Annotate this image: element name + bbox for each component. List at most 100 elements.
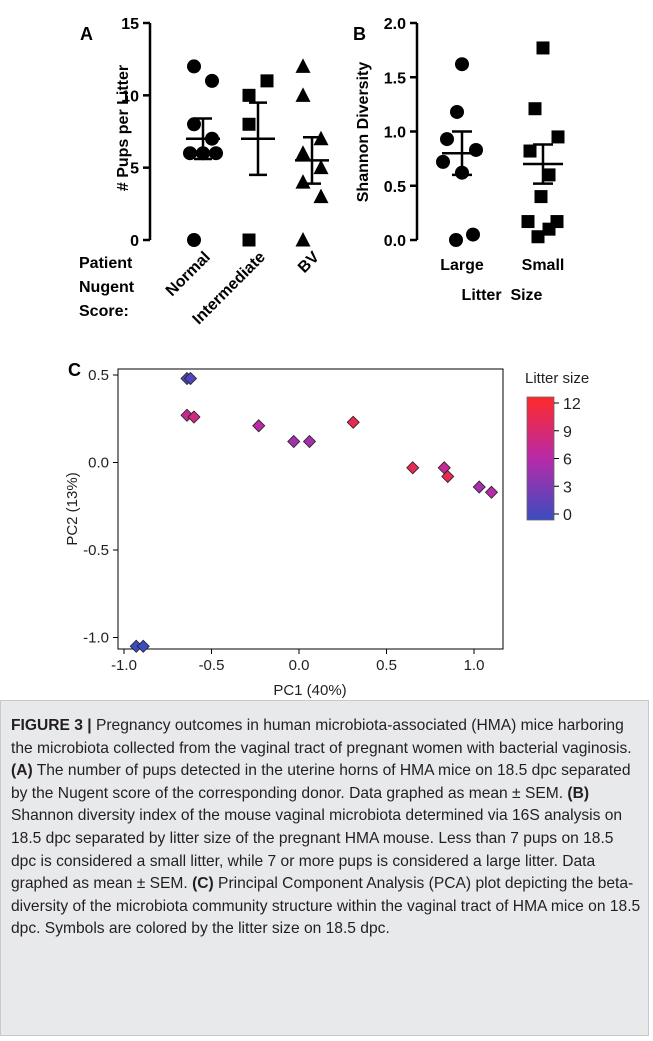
pca-point — [252, 419, 266, 433]
caption-panel-ref: (B) — [567, 784, 590, 802]
figure-caption-box: FIGURE 3 | Pregnancy outcomes in human m… — [0, 700, 649, 1036]
panel-c-ytick-label: 0.5 — [88, 367, 109, 384]
panel-a-point — [260, 74, 274, 88]
panel-a-point — [187, 59, 201, 74]
panel-a-ytick-label: 10 — [121, 88, 139, 105]
figure-caption-label: FIGURE 3 | — [11, 717, 92, 734]
panel-c-xlabel: PC1 (40%) — [273, 682, 346, 699]
panel-c-ytick-label: 0.0 — [88, 455, 109, 472]
panel-b-point — [523, 144, 537, 158]
panel-b-point — [455, 57, 469, 72]
caption-text: Pregnancy outcomes in human microbiota-a… — [11, 717, 632, 757]
panel-c-ylabel: PC2 (13%) — [64, 472, 81, 545]
colorbar-title: Litter size — [525, 370, 589, 387]
panel-b-ytick-label: 1.5 — [384, 70, 406, 87]
caption-panel-ref: (C) — [192, 875, 214, 893]
panel-c-xtick-label: 1.0 — [464, 657, 485, 674]
panel-a-point — [313, 159, 329, 175]
panel-b-ytick-label: 2.0 — [384, 16, 406, 33]
panel-a-point — [295, 58, 311, 73]
panel-a-category-label: Normal — [163, 249, 214, 300]
caption-text: Shannon diversity index of the mouse vag… — [11, 807, 623, 893]
panel-a-ytick-label: 5 — [130, 161, 139, 178]
pca-point — [287, 434, 301, 449]
colorbar-tick-label: 0 — [563, 507, 572, 524]
panel-a-ylabel: # Pups per Litter — [115, 65, 132, 191]
panel-a-point — [295, 174, 311, 189]
panel-a-point — [187, 233, 201, 247]
pca-point — [484, 485, 499, 499]
panel-b-point — [436, 154, 450, 169]
colorbar-tick-label: 12 — [563, 396, 581, 413]
panel-a-point — [242, 117, 256, 131]
pca-point — [183, 371, 198, 386]
panel-c-letter: C — [68, 360, 81, 380]
figure-caption: FIGURE 3 | Pregnancy outcomes in human m… — [11, 715, 641, 941]
panel-a-point — [187, 117, 201, 132]
panel-b-ytick-label: 1.0 — [384, 125, 406, 142]
panel-b-point — [536, 41, 550, 55]
pca-point — [472, 480, 486, 494]
panel-b-point — [521, 215, 535, 229]
colorbar-legend: Litter size 12 9 6 3 0 — [525, 370, 589, 524]
panel-a-point — [242, 88, 256, 102]
pca-point — [441, 469, 455, 484]
panel-a-point — [313, 188, 329, 204]
pca-point — [136, 639, 150, 653]
panel-c-plot-frame — [117, 368, 504, 650]
panel-b-point — [542, 222, 556, 236]
panel-c-xtick-label: 0.0 — [289, 657, 310, 674]
panel-b-point — [440, 132, 454, 147]
panel-a-point — [295, 87, 311, 102]
panel-a-letter: A — [80, 24, 93, 44]
panel-b-category-label: Large — [440, 257, 484, 274]
panel-b-category-label: Small — [522, 257, 565, 274]
caption-text: Principal Component Analysis (PCA) plot … — [11, 875, 641, 938]
panel-b-ytick-label: 0.0 — [384, 233, 406, 250]
caption-panel-ref: (A) — [11, 762, 33, 780]
panel-a-point — [209, 146, 223, 161]
panel-a-point — [295, 145, 311, 160]
panel-b-point — [534, 190, 548, 204]
panel-a-ytick-label: 0 — [130, 233, 139, 250]
pca-point — [302, 434, 317, 449]
panel-b-point — [551, 130, 565, 144]
colorbar-tick-label: 6 — [563, 452, 572, 469]
panel-b-point — [469, 142, 483, 157]
panel-c: C -1.0 -0.5 0.0 0.5 1.0 -1.0 -0.5 0.0 0.5 PC1 (4… — [64, 360, 589, 699]
panel-c-xtick-label: 0.5 — [376, 657, 397, 674]
panel-a-point — [183, 146, 197, 161]
panel-c-xtick-label: -0.5 — [199, 657, 225, 674]
panel-c-ytick-label: -0.5 — [83, 542, 109, 559]
panel-c-xtick-label: -1.0 — [111, 657, 137, 674]
colorbar — [526, 396, 555, 521]
panel-a-category-label: BV — [295, 249, 323, 277]
panel-b-xlabel: Litter Size — [462, 287, 543, 304]
panel-a-xlabel-line-1: Patient — [79, 255, 133, 272]
panel-b-point — [450, 104, 464, 119]
panel-b-point — [466, 227, 480, 242]
panel-b-point — [528, 102, 542, 116]
panel-b-point — [542, 168, 556, 182]
colorbar-tick-label: 3 — [563, 479, 572, 496]
panel-b-ytick-label: 0.5 — [384, 179, 406, 196]
panel-a-xlabel-line-2: Nugent — [79, 279, 135, 296]
panel-b-point — [449, 233, 463, 247]
panel-a-point — [242, 233, 256, 247]
caption-text: The number of pups detected in the uteri… — [11, 762, 631, 802]
panel-a-ytick-label: 15 — [121, 16, 139, 33]
panel-b-point — [531, 230, 545, 244]
panel-a-point — [205, 73, 219, 88]
panel-b-ylabel: Shannon Diversity — [355, 62, 372, 203]
colorbar-tick-label: 9 — [563, 424, 572, 441]
panel-a-xlabel: Patient Nugent Score: — [79, 255, 135, 320]
pca-point — [187, 410, 201, 424]
pca-point — [346, 415, 360, 429]
panel-b: B Shannon Diversity 0.0 0.5 1.0 1.5 2.0 Larg… — [353, 16, 565, 304]
panel-b-letter: B — [353, 24, 366, 44]
panel-a-point — [295, 232, 311, 247]
panel-a-xlabel-line-3: Score: — [79, 303, 129, 320]
panel-c-ytick-label: -1.0 — [83, 630, 109, 647]
